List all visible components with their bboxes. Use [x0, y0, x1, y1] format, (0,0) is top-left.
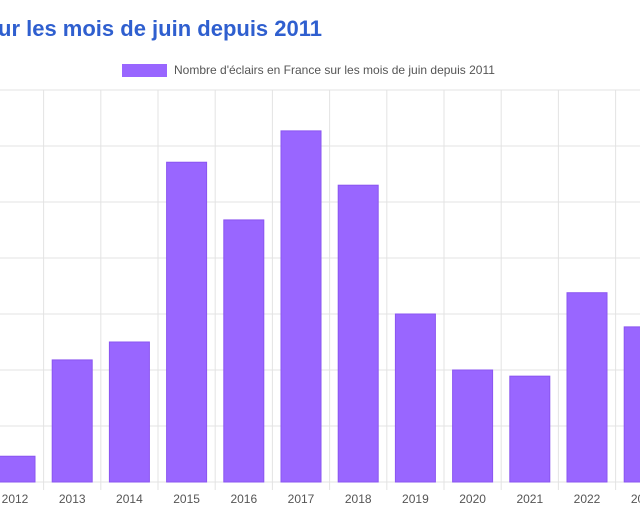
x-tick-label: 2015: [173, 492, 200, 506]
x-tick-label: 2017: [288, 492, 315, 506]
bar: [509, 375, 551, 483]
x-tick-label: 2013: [59, 492, 86, 506]
x-tick-label: 2014: [116, 492, 143, 506]
bar: [623, 326, 640, 483]
bar: [566, 292, 608, 483]
legend-swatch: [122, 64, 167, 77]
bar: [0, 455, 36, 483]
legend-label: Nombre d'éclairs en France sur les mois …: [174, 63, 495, 77]
bar: [280, 130, 322, 483]
x-tick-label: 2016: [230, 492, 257, 506]
bar: [166, 161, 208, 483]
x-tick-label: 2019: [402, 492, 429, 506]
bar: [51, 359, 93, 483]
bar: [337, 184, 379, 483]
bar: [394, 313, 436, 483]
x-tick-label: 2022: [574, 492, 601, 506]
bar: [108, 341, 150, 483]
x-tick-label: 2023: [631, 492, 640, 506]
chart-title: ur les mois de juin depuis 2011: [0, 16, 322, 41]
x-tick-label: 2018: [345, 492, 372, 506]
x-tick-label: 2021: [516, 492, 543, 506]
x-tick-label: 2020: [459, 492, 486, 506]
bar: [223, 219, 265, 483]
bar: [452, 369, 494, 483]
x-tick-label: 2012: [2, 492, 29, 506]
